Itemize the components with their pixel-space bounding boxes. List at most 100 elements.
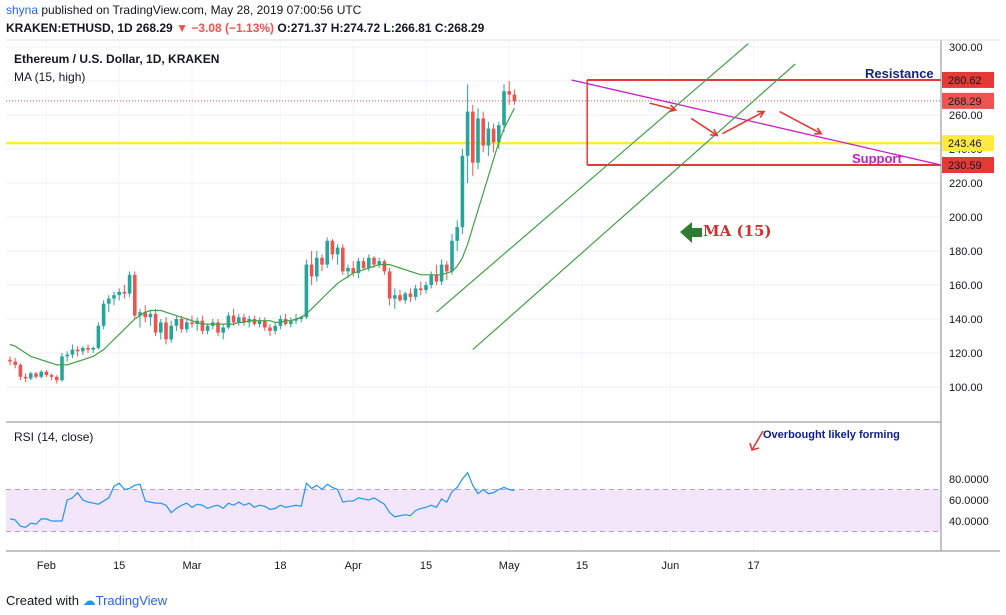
price-tick-label: 140.00 (949, 314, 983, 326)
time-tick-label: Apr (345, 560, 362, 572)
price-tag-label: 268.29 (948, 96, 982, 108)
author-name[interactable]: shyna (6, 3, 39, 17)
price-grid (6, 40, 941, 551)
candle-body (237, 317, 241, 323)
candle-body (164, 322, 168, 340)
candle-body (179, 319, 184, 330)
ma-pointer-icon (680, 222, 702, 243)
candle-body (242, 317, 246, 323)
candle-body (107, 298, 111, 304)
candle-body (257, 320, 262, 325)
candle-body (289, 320, 293, 325)
candle-body (424, 285, 428, 291)
candle-body (294, 319, 298, 321)
forecast-arrow-head (814, 127, 823, 135)
candle-body (445, 264, 449, 272)
candle-body (450, 240, 454, 272)
candle-body (309, 264, 314, 277)
candle-body (226, 315, 231, 328)
ma-line (9, 107, 515, 366)
candle-body (413, 288, 418, 297)
candle-body (356, 261, 361, 274)
time-tick-label: 15 (420, 560, 432, 572)
candle-body (231, 315, 236, 323)
candle-body (429, 274, 433, 285)
candle-body (159, 322, 163, 333)
drawing-overlays (6, 43, 942, 451)
forecast-arrow-head (710, 128, 719, 137)
resistance-label: Resistance (865, 66, 934, 81)
candle-body (481, 118, 485, 146)
low-label: L: (383, 21, 395, 35)
overbought-arrow (751, 430, 764, 451)
tradingview-brand[interactable]: TradingView (95, 593, 168, 608)
candle-body (138, 312, 142, 316)
forecast-arrow (690, 117, 718, 137)
open-label: O: (277, 21, 291, 35)
rsi-grid (6, 489, 941, 532)
footer: Created with ☁TradingView (6, 593, 167, 609)
candle-body (372, 257, 376, 265)
candle-body (460, 155, 465, 228)
ma15-label: MA (15) (703, 222, 772, 240)
candle-body (512, 94, 517, 102)
price-tags: 280.62 268.29 243.46 230.59 (942, 71, 994, 173)
price-change: −3.08 (−1.13%) (191, 21, 275, 35)
overbought-arrow-head (749, 442, 760, 451)
candle-body (455, 227, 459, 241)
support-trendline (571, 79, 942, 166)
candle-body (91, 347, 95, 350)
candle-body (382, 261, 387, 272)
candle-body (39, 371, 43, 377)
candle-body (439, 264, 444, 282)
candle-body (351, 268, 355, 274)
ohlc-line: KRAKEN:ETHUSD, 1D 268.29 ▼ −3.08 (−1.13%… (6, 21, 484, 35)
price-tag-label: 280.62 (948, 75, 982, 87)
price-tag (942, 156, 994, 173)
created-with: Created with (6, 593, 79, 608)
annotations: Resistance Support MA (15) Overbought li… (703, 66, 934, 441)
candle-body (127, 274, 132, 294)
rsi-line (9, 471, 515, 528)
forecast-arrow (779, 110, 822, 135)
candle-body (419, 288, 423, 291)
candle-body (153, 313, 158, 333)
price-tick-label: 100.00 (949, 382, 983, 394)
time-tick-label: 15 (576, 560, 588, 572)
candle-body (185, 322, 189, 330)
tradingview-logo-icon[interactable]: ☁ (82, 593, 96, 608)
candle-body (75, 349, 80, 352)
high-label: H: (330, 21, 344, 35)
candle-body (335, 247, 340, 255)
candle-body (13, 361, 17, 365)
candle-body (273, 325, 277, 331)
low-value: 266.81 (394, 21, 432, 35)
rsi-tick-label: 60.0000 (949, 495, 989, 507)
price-tag-label: 243.46 (948, 138, 982, 150)
last-price: 268.29 (136, 21, 173, 35)
candle-body (148, 313, 153, 318)
candle-body (367, 257, 371, 268)
candle-body (34, 373, 38, 377)
candle-body (346, 268, 350, 272)
forecast-arrow-head (756, 110, 766, 118)
candle-body (221, 327, 225, 333)
candle-body (403, 293, 407, 301)
candle-body (320, 257, 324, 265)
candle-body (205, 325, 210, 331)
price-tag (942, 92, 994, 109)
time-tick-label: Mar (183, 560, 202, 572)
channel-upper (436, 43, 749, 313)
price-tag (942, 135, 994, 152)
publish-line: shyna published on TradingView.com, May … (6, 3, 361, 17)
candle-body (70, 349, 75, 355)
price-tag-label: 230.59 (948, 160, 982, 172)
high-value: 274.72 (343, 21, 381, 35)
candle-body (476, 118, 480, 163)
down-arrow-icon: ▼ (176, 21, 188, 35)
price-tick-label: 180.00 (949, 246, 983, 258)
rsi-band (6, 489, 941, 532)
candle-body (133, 274, 137, 316)
axes (6, 39, 1000, 552)
